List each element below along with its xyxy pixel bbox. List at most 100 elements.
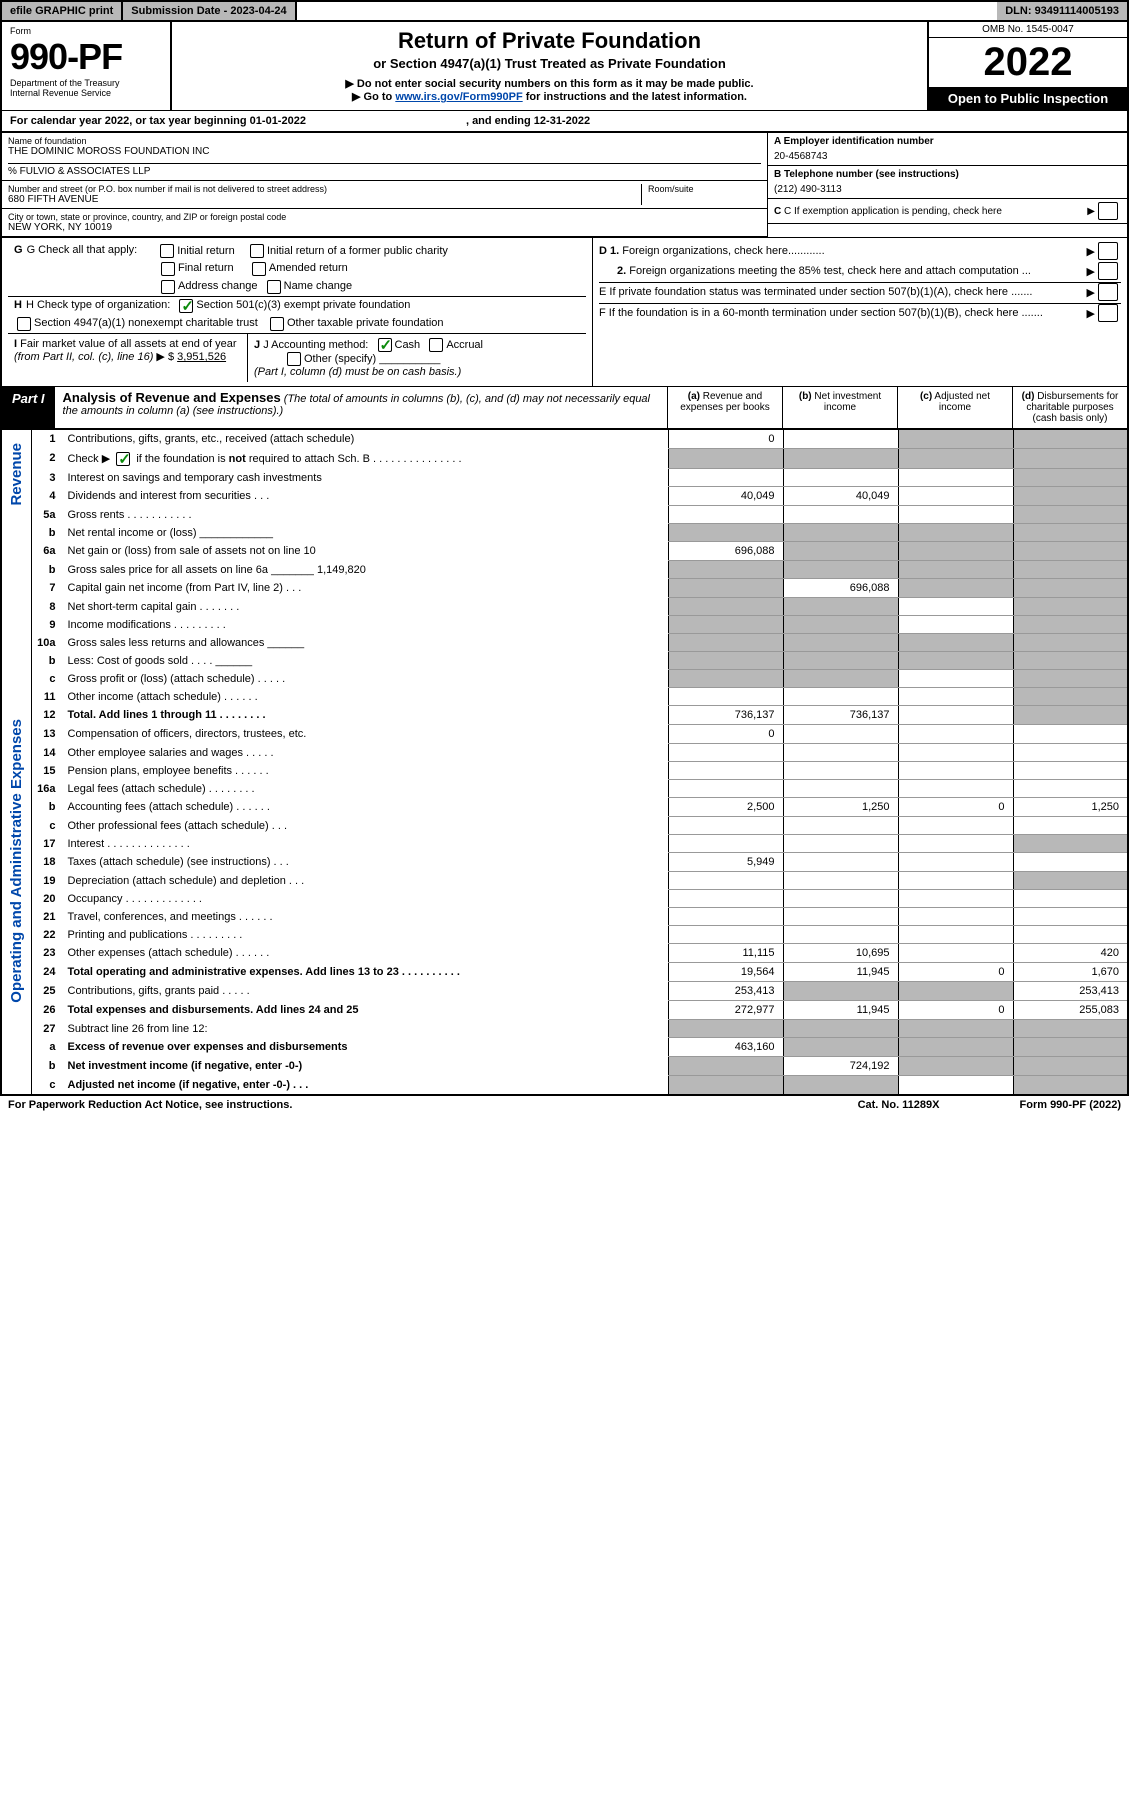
row-desc: Other employee salaries and wages . . . … [64, 744, 669, 762]
row-desc: Gross sales less returns and allowances … [64, 634, 669, 652]
checkbox-other-method[interactable] [287, 352, 301, 366]
table-row: c Other professional fees (attach schedu… [1, 817, 1128, 835]
checkbox-schb[interactable] [116, 452, 130, 466]
table-row: b Gross sales price for all assets on li… [1, 561, 1128, 579]
checkbox-c[interactable] [1098, 202, 1118, 220]
checkbox-name-change[interactable] [267, 280, 281, 294]
checkbox-d1[interactable] [1098, 242, 1118, 260]
calendar-year-row: For calendar year 2022, or tax year begi… [0, 110, 1129, 133]
table-row: a Excess of revenue over expenses and di… [1, 1038, 1128, 1057]
table-row: b Net rental income or (loss) __________… [1, 524, 1128, 542]
row-desc: Travel, conferences, and meetings . . . … [64, 908, 669, 926]
row-desc: Other expenses (attach schedule) . . . .… [64, 944, 669, 963]
row-number: b [32, 652, 64, 670]
checkbox-initial-return[interactable] [160, 244, 174, 258]
form-number-box: Form 990-PF Department of the Treasury I… [2, 22, 172, 110]
col-c-header: (c) Adjusted net income [897, 387, 1012, 428]
row-desc: Compensation of officers, directors, tru… [64, 725, 669, 744]
g-row2: Final return Amended return [8, 260, 586, 278]
table-row: 23 Other expenses (attach schedule) . . … [1, 944, 1128, 963]
ein-cell: A Employer identification number 20-4568… [768, 133, 1127, 166]
inspection-label: Open to Public Inspection [929, 87, 1127, 110]
checkbox-final-return[interactable] [161, 262, 175, 276]
e-row: E If private foundation status was termi… [599, 283, 1121, 301]
irs-label: Internal Revenue Service [10, 88, 162, 98]
table-row: c Adjusted net income (if negative, ente… [1, 1076, 1128, 1095]
row-number: 22 [32, 926, 64, 944]
row-desc: Net investment income (if negative, ente… [64, 1057, 669, 1076]
row-desc: Dividends and interest from securities .… [64, 487, 669, 506]
table-row: 18 Taxes (attach schedule) (see instruct… [1, 853, 1128, 872]
omb-number: OMB No. 1545-0047 [929, 22, 1127, 38]
checkbox-address-change[interactable] [161, 280, 175, 294]
efile-label[interactable]: efile GRAPHIC print [2, 2, 123, 20]
row-desc: Other professional fees (attach schedule… [64, 817, 669, 835]
part1-title: Analysis of Revenue and Expenses (The to… [55, 387, 667, 428]
form-link[interactable]: www.irs.gov/Form990PF [395, 91, 522, 103]
row-desc: Gross sales price for all assets on line… [64, 561, 669, 579]
row-number: b [32, 524, 64, 542]
form-footer: Form 990-PF (2022) [1020, 1099, 1122, 1111]
dln: DLN: 93491114005193 [997, 2, 1127, 20]
row-number: 18 [32, 853, 64, 872]
row-desc: Total. Add lines 1 through 11 . . . . . … [64, 706, 669, 725]
table-row: 19 Depreciation (attach schedule) and de… [1, 872, 1128, 890]
row-desc: Accounting fees (attach schedule) . . . … [64, 798, 669, 817]
table-row: 14 Other employee salaries and wages . .… [1, 744, 1128, 762]
revenue-side-label: Revenue [6, 433, 27, 516]
row-number: c [32, 817, 64, 835]
form-subtitle: or Section 4947(a)(1) Trust Treated as P… [192, 56, 907, 71]
g-row3: Address change Name change [8, 278, 586, 296]
checkbox-e[interactable] [1098, 283, 1118, 301]
row-desc: Interest on savings and temporary cash i… [64, 469, 669, 487]
table-row: 10a Gross sales less returns and allowan… [1, 634, 1128, 652]
row-number: 21 [32, 908, 64, 926]
row-number: 1 [32, 430, 64, 449]
checkbox-f[interactable] [1098, 304, 1118, 322]
row-desc: Legal fees (attach schedule) . . . . . .… [64, 780, 669, 798]
row-desc: Net gain or (loss) from sale of assets n… [64, 542, 669, 561]
table-row: 6a Net gain or (loss) from sale of asset… [1, 542, 1128, 561]
row-number: a [32, 1038, 64, 1057]
table-row: b Net investment income (if negative, en… [1, 1057, 1128, 1076]
goto-note: ▶ Go to www.irs.gov/Form990PF for instru… [192, 90, 907, 103]
section-ghij: GG Check all that apply: Initial return … [0, 238, 1129, 386]
j-cell: J J Accounting method: Cash Accrual Othe… [248, 334, 586, 382]
row-desc: Income modifications . . . . . . . . . [64, 616, 669, 634]
table-row: 11 Other income (attach schedule) . . . … [1, 688, 1128, 706]
part1-label: Part I [2, 387, 55, 428]
checkbox-4947[interactable] [17, 317, 31, 331]
checkbox-other-taxable[interactable] [270, 317, 284, 331]
row-desc: Gross rents . . . . . . . . . . . [64, 506, 669, 524]
row-desc: Other income (attach schedule) . . . . .… [64, 688, 669, 706]
row-number: 17 [32, 835, 64, 853]
h-row2: Section 4947(a)(1) nonexempt charitable … [8, 315, 586, 333]
checkbox-accrual[interactable] [429, 338, 443, 352]
row-desc: Contributions, gifts, grants paid . . . … [64, 982, 669, 1001]
row-number: 9 [32, 616, 64, 634]
table-row: 25 Contributions, gifts, grants paid . .… [1, 982, 1128, 1001]
row-desc: Net rental income or (loss) ____________ [64, 524, 669, 542]
row-desc: Printing and publications . . . . . . . … [64, 926, 669, 944]
row-desc: Subtract line 26 from line 12: [64, 1020, 669, 1038]
dept-label: Department of the Treasury [10, 78, 162, 88]
row-desc: Depreciation (attach schedule) and deple… [64, 872, 669, 890]
checkbox-amended-return[interactable] [252, 262, 266, 276]
table-row: c Gross profit or (loss) (attach schedul… [1, 670, 1128, 688]
row-desc: Contributions, gifts, grants, etc., rece… [64, 430, 669, 449]
row-number: 2 [32, 449, 64, 469]
row-number: b [32, 798, 64, 817]
row-number: 4 [32, 487, 64, 506]
form-title: Return of Private Foundation [192, 28, 907, 54]
checkbox-d2[interactable] [1098, 262, 1118, 280]
ssn-note: ▶ Do not enter social security numbers o… [192, 77, 907, 90]
row-desc: Interest . . . . . . . . . . . . . . [64, 835, 669, 853]
part1-header: Part I Analysis of Revenue and Expenses … [0, 386, 1129, 430]
row-number: 8 [32, 598, 64, 616]
col-a-header: (a) Revenue and expenses per books [667, 387, 782, 428]
checkbox-initial-former[interactable] [250, 244, 264, 258]
checkbox-501c3[interactable] [179, 299, 193, 313]
table-row: 5a Gross rents . . . . . . . . . . . [1, 506, 1128, 524]
checkbox-cash[interactable] [378, 338, 392, 352]
table-row: 13 Compensation of officers, directors, … [1, 725, 1128, 744]
